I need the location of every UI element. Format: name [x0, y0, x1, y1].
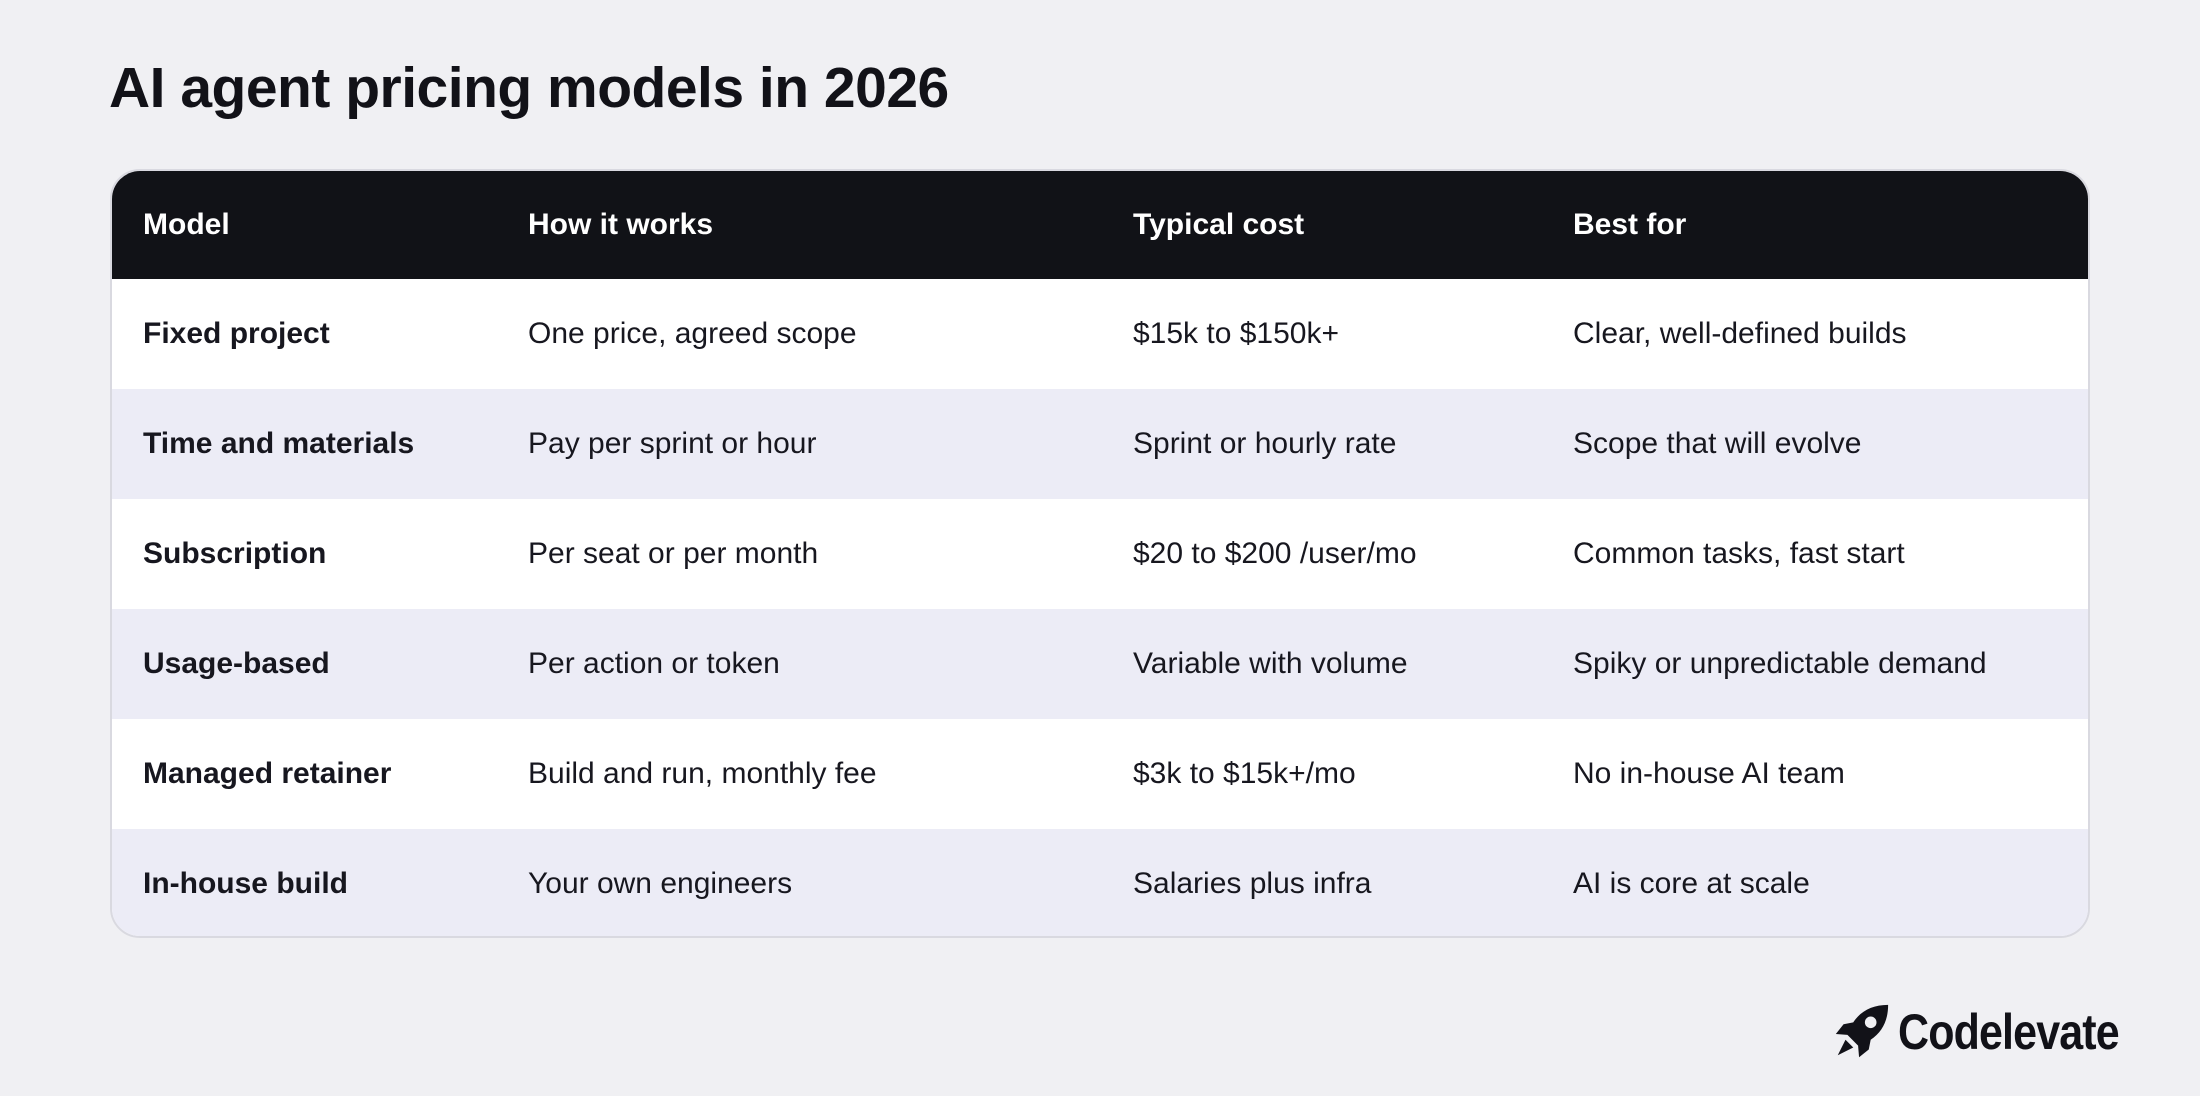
- cell-model: Fixed project: [143, 317, 330, 350]
- cell-typical-cost: Salaries plus infra: [1133, 867, 1372, 900]
- cell-best-for: No in-house AI team: [1573, 757, 1845, 790]
- cell-typical-cost: $15k to $150k+: [1133, 317, 1340, 350]
- rocket-icon: [1835, 1004, 1889, 1058]
- cell-how-it-works: Per seat or per month: [528, 537, 819, 570]
- table-row: In-house build Your own engineers Salari…: [112, 829, 2088, 936]
- cell-typical-cost: Sprint or hourly rate: [1133, 427, 1397, 460]
- cell-typical-cost: Variable with volume: [1133, 647, 1408, 680]
- table-row: Fixed project One price, agreed scope $1…: [112, 279, 2088, 389]
- cell-how-it-works: Build and run, monthly fee: [528, 757, 877, 790]
- column-header-typical-cost: Typical cost: [1133, 208, 1305, 241]
- column-header-best-for: Best for: [1573, 208, 1687, 241]
- cell-how-it-works: Per action or token: [528, 647, 780, 680]
- cell-best-for: Common tasks, fast start: [1573, 537, 1905, 570]
- cell-how-it-works: One price, agreed scope: [528, 317, 857, 350]
- cell-how-it-works: Pay per sprint or hour: [528, 427, 817, 460]
- cell-how-it-works: Your own engineers: [528, 867, 793, 900]
- cell-model: Managed retainer: [143, 757, 392, 790]
- column-header-how-it-works: How it works: [528, 208, 714, 241]
- pricing-table-card: Model How it works Typical cost Best for…: [110, 169, 2090, 938]
- brand-name: Codelevate: [1898, 1004, 2120, 1060]
- cell-best-for: AI is core at scale: [1573, 867, 1810, 900]
- table-row: Managed retainer Build and run, monthly …: [112, 719, 2088, 829]
- cell-best-for: Spiky or unpredictable demand: [1573, 647, 1987, 680]
- cell-best-for: Scope that will evolve: [1573, 427, 1862, 460]
- table-row: Usage-based Per action or token Variable…: [112, 609, 2088, 719]
- table-row: Time and materials Pay per sprint or hou…: [112, 389, 2088, 499]
- table-row: Subscription Per seat or per month $20 t…: [112, 499, 2088, 609]
- pricing-table: Model How it works Typical cost Best for…: [112, 171, 2088, 936]
- cell-model: In-house build: [143, 867, 348, 900]
- cell-typical-cost: $20 to $200 /user/mo: [1133, 537, 1417, 570]
- cell-best-for: Clear, well-defined builds: [1573, 317, 1907, 350]
- cell-model: Subscription: [143, 537, 327, 570]
- cell-model: Usage-based: [143, 647, 330, 680]
- table-header-row: Model How it works Typical cost Best for: [112, 171, 2088, 279]
- cell-typical-cost: $3k to $15k+/mo: [1133, 757, 1356, 790]
- brand-logo: Codelevate: [1830, 1000, 2155, 1064]
- cell-model: Time and materials: [143, 427, 415, 460]
- column-header-model: Model: [143, 208, 230, 241]
- page-title: AI agent pricing models in 2026: [109, 56, 949, 120]
